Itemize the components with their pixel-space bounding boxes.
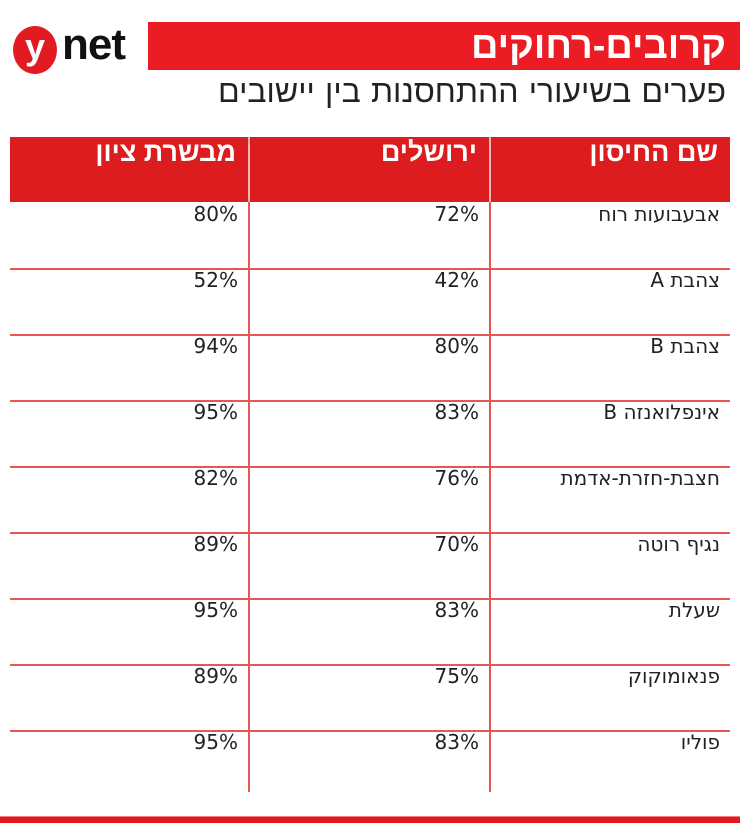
table-row: פנאומוקוק 75% 89% (10, 664, 730, 730)
row-divider (10, 532, 730, 534)
cell-vaccine: אבעבועות רוח (598, 202, 720, 226)
cell-mevaseret: 52% (193, 268, 238, 292)
subtitle: פערים בשיעורי ההתחסנות בין יישובים (218, 72, 726, 110)
row-divider (10, 730, 730, 732)
table-row: נגיף רוטה 70% 89% (10, 532, 730, 598)
cell-mevaseret: 89% (193, 664, 238, 688)
table-row: פוליו 83% 95% (10, 730, 730, 796)
row-divider (10, 400, 730, 402)
row-divider (10, 664, 730, 666)
cell-jerusalem: 83% (434, 400, 479, 424)
logo-mark: y (13, 26, 57, 74)
cell-vaccine: צהבת B (650, 334, 720, 358)
column-header-jerusalem: ירושלים (380, 137, 477, 167)
column-header-vaccine: שם החיסון (589, 137, 718, 167)
cell-mevaseret: 82% (193, 466, 238, 490)
cell-jerusalem: 83% (434, 730, 479, 754)
logo-text: net (62, 20, 126, 69)
cell-mevaseret: 80% (193, 202, 238, 226)
title-banner: קרובים-רחוקים (148, 22, 740, 70)
cell-vaccine: צהבת A (650, 268, 720, 292)
cell-mevaseret: 94% (193, 334, 238, 358)
row-divider (10, 598, 730, 600)
cell-jerusalem: 75% (434, 664, 479, 688)
cell-mevaseret: 95% (193, 400, 238, 424)
cell-vaccine: שעלת (668, 598, 720, 622)
cell-mevaseret: 95% (193, 598, 238, 622)
table-row: צהבת B 80% 94% (10, 334, 730, 400)
cell-jerusalem: 70% (434, 532, 479, 556)
row-divider (10, 466, 730, 468)
column-divider (248, 202, 250, 792)
row-divider (10, 268, 730, 270)
cell-vaccine: נגיף רוטה (637, 532, 720, 556)
cell-jerusalem: 42% (434, 268, 479, 292)
table-row: חצבת-חזרת-אדמת 76% 82% (10, 466, 730, 532)
header-divider (248, 137, 250, 202)
cell-jerusalem: 72% (434, 202, 479, 226)
bottom-rule (0, 816, 740, 823)
cell-vaccine: חצבת-חזרת-אדמת (560, 466, 720, 490)
table-row: צהבת A 42% 52% (10, 268, 730, 334)
table-row: אבעבועות רוח 72% 80% (10, 202, 730, 268)
cell-mevaseret: 89% (193, 532, 238, 556)
cell-jerusalem: 80% (434, 334, 479, 358)
cell-jerusalem: 83% (434, 598, 479, 622)
cell-vaccine: פוליו (680, 730, 720, 754)
table-header: שם החיסון ירושלים מבשרת ציון (10, 137, 730, 202)
column-header-mevaseret: מבשרת ציון (95, 137, 236, 167)
row-divider (10, 334, 730, 336)
cell-vaccine: פנאומוקוק (627, 664, 720, 688)
header-divider (489, 137, 491, 202)
table-row: שעלת 83% 95% (10, 598, 730, 664)
cell-mevaseret: 95% (193, 730, 238, 754)
cell-jerusalem: 76% (434, 466, 479, 490)
column-divider (489, 202, 491, 792)
cell-vaccine: אינפלואנזה B (603, 400, 720, 424)
table-row: אינפלואנזה B 83% 95% (10, 400, 730, 466)
ynet-logo: y net (10, 20, 145, 74)
